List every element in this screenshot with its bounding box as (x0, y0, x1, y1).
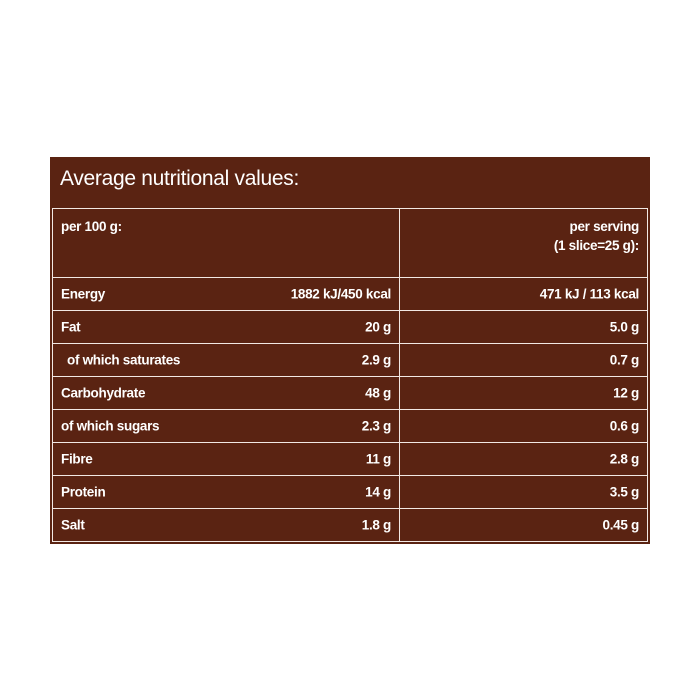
nutrient-label: Carbohydrate (61, 385, 146, 401)
nutrient-label: Fibre (61, 451, 93, 467)
row-cell: of which saturates 2.9 g (52, 343, 400, 377)
row-cell: 12 g (399, 376, 648, 410)
row-cell: Fat 20 g (52, 310, 400, 344)
row-cell: 5.0 g (399, 310, 648, 344)
per-100g-value: 1.8 g (361, 517, 392, 533)
row-cell: 0.7 g (399, 343, 648, 377)
nutrient-label: Salt (61, 517, 85, 533)
per-serving-value: 3.5 g (609, 484, 640, 500)
row-cell: of which sugars 2.3 g (52, 409, 400, 443)
row-cell: 0.6 g (399, 409, 648, 443)
per-serving-value: 12 g (613, 385, 639, 401)
row-cell: Salt 1.8 g (52, 508, 400, 542)
header-cell: per serving (1 slice=25 g): (399, 208, 648, 278)
per-100g-value: 20 g (365, 319, 391, 335)
header-label: (1 slice=25 g): (553, 238, 639, 253)
per-100g-value: 2.9 g (361, 352, 392, 368)
per-serving-value: 0.7 g (609, 352, 640, 368)
per-100g-value: 11 g (365, 451, 391, 467)
per-100g-value: 14 g (365, 484, 391, 500)
row-cell: Protein 14 g (52, 475, 400, 509)
nutrient-label: Fat (61, 319, 81, 335)
nutrient-label: of which sugars (61, 418, 160, 434)
row-cell: 0.45 g (399, 508, 648, 542)
panel-title: Average nutritional values: (60, 167, 299, 190)
header-label: per serving (569, 219, 640, 234)
row-cell: Carbohydrate 48 g (52, 376, 400, 410)
per-100g-value: 2.3 g (361, 418, 392, 434)
per-serving-value: 0.6 g (609, 418, 640, 434)
nutrient-label: Energy (61, 286, 105, 302)
nutrient-label: of which saturates (67, 352, 181, 368)
per-serving-value: 5.0 g (609, 319, 640, 335)
row-cell: 2.8 g (399, 442, 648, 476)
per-serving-value: 0.45 g (602, 517, 640, 533)
header-label: per 100 g: (61, 219, 122, 234)
row-cell: 471 kJ / 113 kcal (399, 277, 648, 311)
per-serving-value: 471 kJ / 113 kcal (539, 286, 640, 302)
row-cell: Fibre 11 g (52, 442, 400, 476)
row-cell: 3.5 g (399, 475, 648, 509)
per-100g-value: 1882 kJ/450 kcal (290, 286, 392, 302)
header-cell: per 100 g: (52, 208, 400, 278)
nutrition-panel: Average nutritional values: per 100 g: p… (50, 157, 650, 544)
per-100g-value: 48 g (365, 385, 391, 401)
row-cell: Energy 1882 kJ/450 kcal (52, 277, 400, 311)
nutrient-label: Protein (61, 484, 106, 500)
per-serving-value: 2.8 g (609, 451, 640, 467)
